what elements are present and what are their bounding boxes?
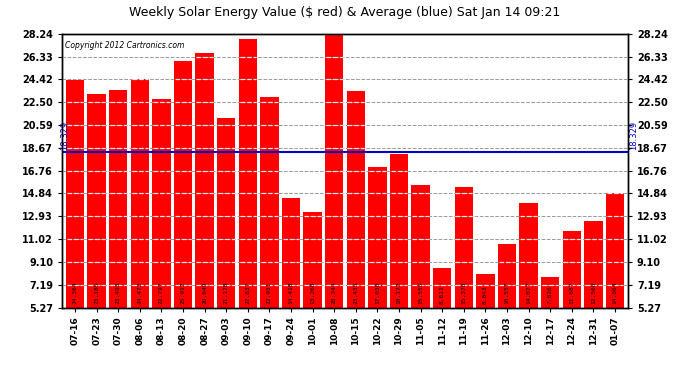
- Bar: [325, 34, 344, 308]
- Bar: [433, 268, 451, 308]
- Text: 18.329: 18.329: [629, 121, 638, 150]
- Text: 21.178: 21.178: [224, 281, 228, 304]
- Text: 23.435: 23.435: [353, 281, 358, 304]
- Text: 18.329: 18.329: [60, 121, 69, 150]
- Bar: [368, 167, 386, 308]
- Text: 25.912: 25.912: [181, 281, 186, 304]
- Bar: [217, 118, 235, 308]
- Bar: [88, 94, 106, 308]
- Bar: [66, 80, 84, 308]
- Bar: [130, 79, 149, 308]
- Text: 12.560: 12.560: [591, 281, 596, 304]
- Bar: [152, 99, 170, 308]
- Text: 23.493: 23.493: [116, 281, 121, 304]
- Text: 8.043: 8.043: [483, 285, 488, 304]
- Text: 15.555: 15.555: [418, 281, 423, 304]
- Text: 14.418: 14.418: [288, 281, 293, 304]
- Bar: [606, 193, 624, 308]
- Text: 11.687: 11.687: [569, 281, 574, 304]
- Bar: [476, 274, 495, 308]
- Bar: [541, 277, 560, 308]
- Text: 17.030: 17.030: [375, 281, 380, 304]
- Bar: [260, 97, 279, 308]
- Text: 24.472: 24.472: [137, 281, 142, 304]
- Text: 22.931: 22.931: [267, 281, 272, 304]
- Bar: [497, 244, 516, 308]
- Bar: [562, 231, 581, 308]
- Text: 7.826: 7.826: [548, 285, 553, 304]
- Text: 26.649: 26.649: [202, 281, 207, 304]
- Bar: [195, 53, 214, 307]
- Text: 18.172: 18.172: [397, 281, 402, 304]
- Text: Weekly Solar Energy Value ($ red) & Average (blue) Sat Jan 14 09:21: Weekly Solar Energy Value ($ red) & Aver…: [130, 6, 560, 19]
- Text: 14.864: 14.864: [613, 281, 618, 304]
- Text: 24.364: 24.364: [72, 281, 77, 304]
- Text: 15.378: 15.378: [462, 281, 466, 304]
- Bar: [455, 187, 473, 308]
- Bar: [239, 39, 257, 308]
- Bar: [411, 185, 430, 308]
- Bar: [520, 202, 538, 308]
- Text: 13.268: 13.268: [310, 281, 315, 304]
- Text: 14.077: 14.077: [526, 281, 531, 304]
- Bar: [390, 154, 408, 308]
- Text: 23.185: 23.185: [94, 281, 99, 304]
- Bar: [346, 91, 365, 308]
- Bar: [174, 62, 193, 308]
- Bar: [109, 90, 128, 308]
- Text: 27.837: 27.837: [246, 281, 250, 304]
- Text: 8.611: 8.611: [440, 285, 444, 304]
- Text: 22.797: 22.797: [159, 281, 164, 304]
- Bar: [584, 220, 602, 308]
- Text: 10.557: 10.557: [504, 281, 509, 304]
- Bar: [304, 212, 322, 308]
- Text: 28.244: 28.244: [332, 281, 337, 304]
- Bar: [282, 198, 300, 308]
- Text: Copyright 2012 Cartronics.com: Copyright 2012 Cartronics.com: [65, 40, 184, 50]
